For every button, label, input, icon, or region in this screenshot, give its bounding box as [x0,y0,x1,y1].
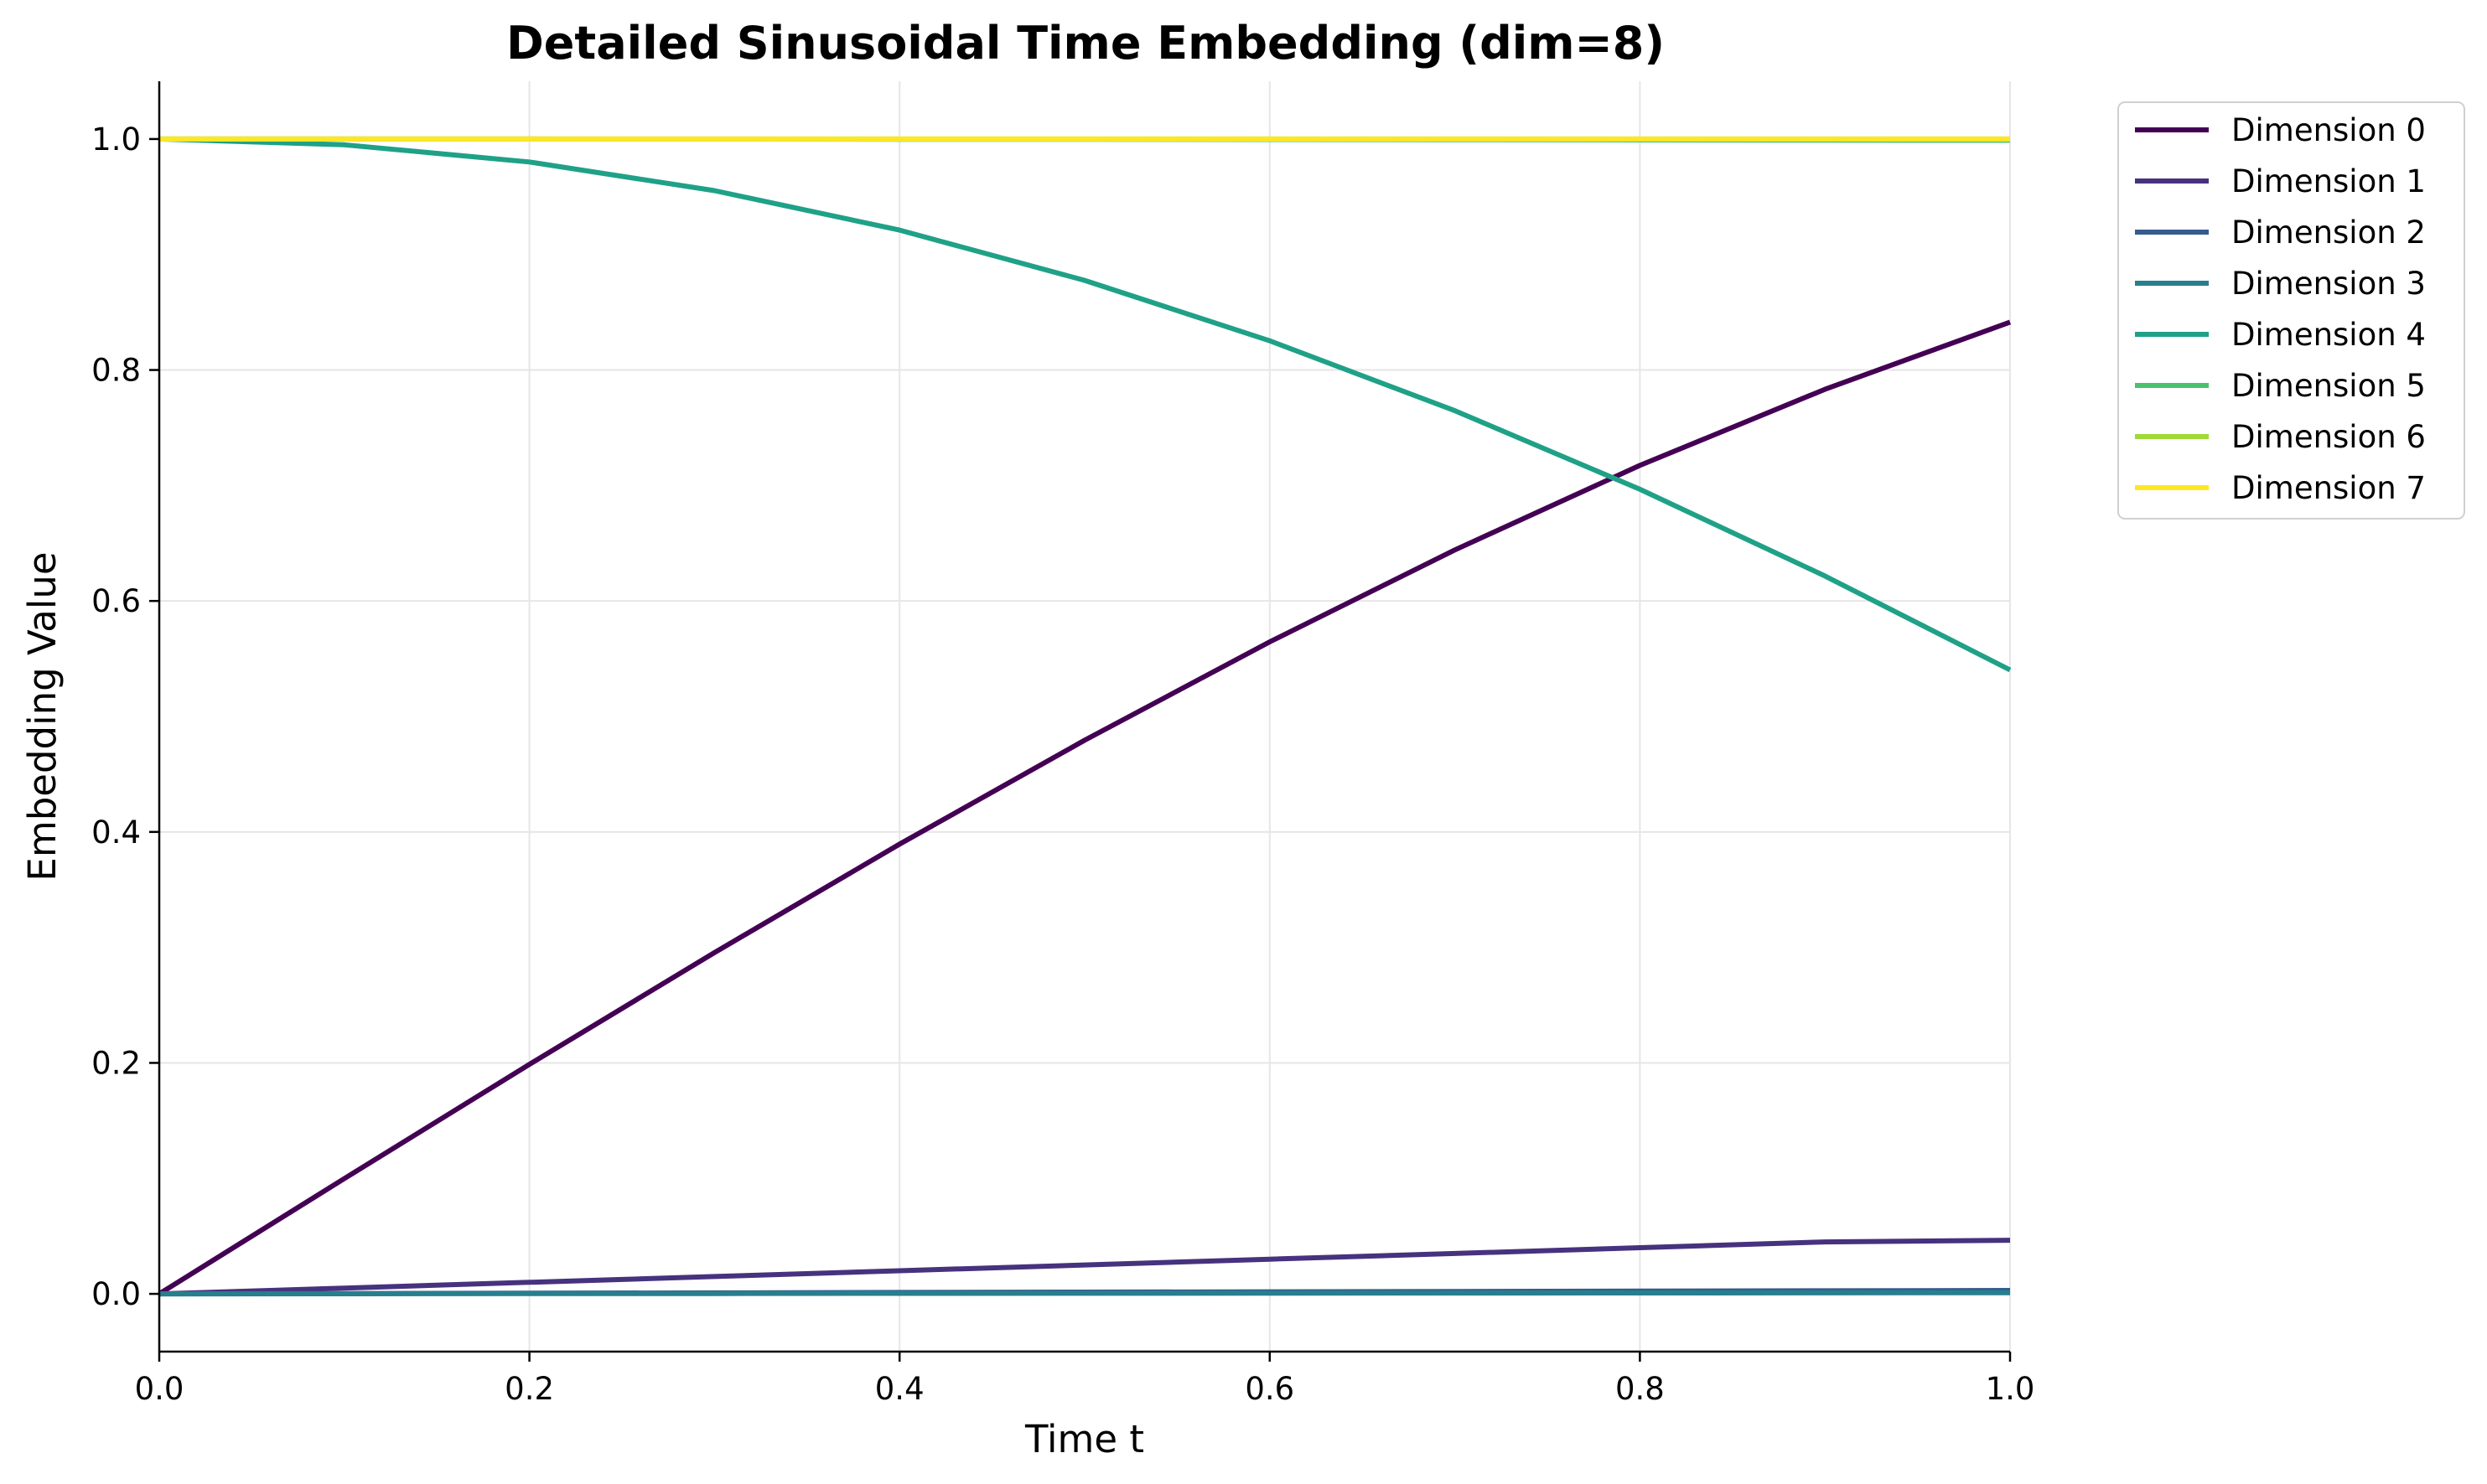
legend-label-dimension-3: Dimension 3 [2231,266,2426,302]
series-line-dimension-0 [158,319,2012,1296]
legend-label-dimension-5: Dimension 5 [2231,368,2426,404]
x-tick-label: 0.8 [1615,1371,1665,1407]
legend-label-dimension-4: Dimension 4 [2231,317,2426,353]
y-tick-label: 1.0 [91,122,141,158]
grid [158,81,2011,1352]
series-line-dimension-4 [158,136,2012,673]
legend-frame [2117,101,2465,520]
series-line-dimension-1 [158,1238,2011,1297]
legend: Dimension 0 Dimension 1 Dimension 2 Dimensi… [2117,101,2465,520]
x-axis-label: Time t [1024,1417,1144,1461]
legend-label-dimension-6: Dimension 6 [2231,419,2426,455]
chart-title: Detailed Sinusoidal Time Embedding (dim=… [506,17,1665,70]
x-tick-label: 1.0 [1986,1371,2035,1407]
y-tick-label: 0.0 [91,1276,141,1312]
y-ticks: 0.0 0.2 0.4 0.6 0.8 1.0 [91,122,159,1312]
legend-label-dimension-0: Dimension 0 [2231,112,2426,148]
series-layer [158,136,2012,1297]
y-tick-label: 0.6 [91,583,141,619]
legend-label-dimension-7: Dimension 7 [2231,470,2426,506]
y-axis-label: Embedding Value [20,551,65,881]
x-tick-label: 0.0 [135,1371,184,1407]
x-tick-label: 0.4 [875,1371,925,1407]
x-tick-label: 0.6 [1245,1371,1294,1407]
legend-label-dimension-1: Dimension 1 [2231,163,2426,199]
series-line-dimension-3 [158,1290,2011,1297]
legend-label-dimension-2: Dimension 2 [2231,215,2426,251]
x-ticks: 0.0 0.2 0.4 0.6 0.8 1.0 [135,1352,2035,1407]
x-tick-label: 0.2 [505,1371,554,1407]
y-tick-label: 0.8 [91,353,141,389]
y-tick-label: 0.4 [91,814,141,851]
y-tick-label: 0.2 [91,1045,141,1081]
